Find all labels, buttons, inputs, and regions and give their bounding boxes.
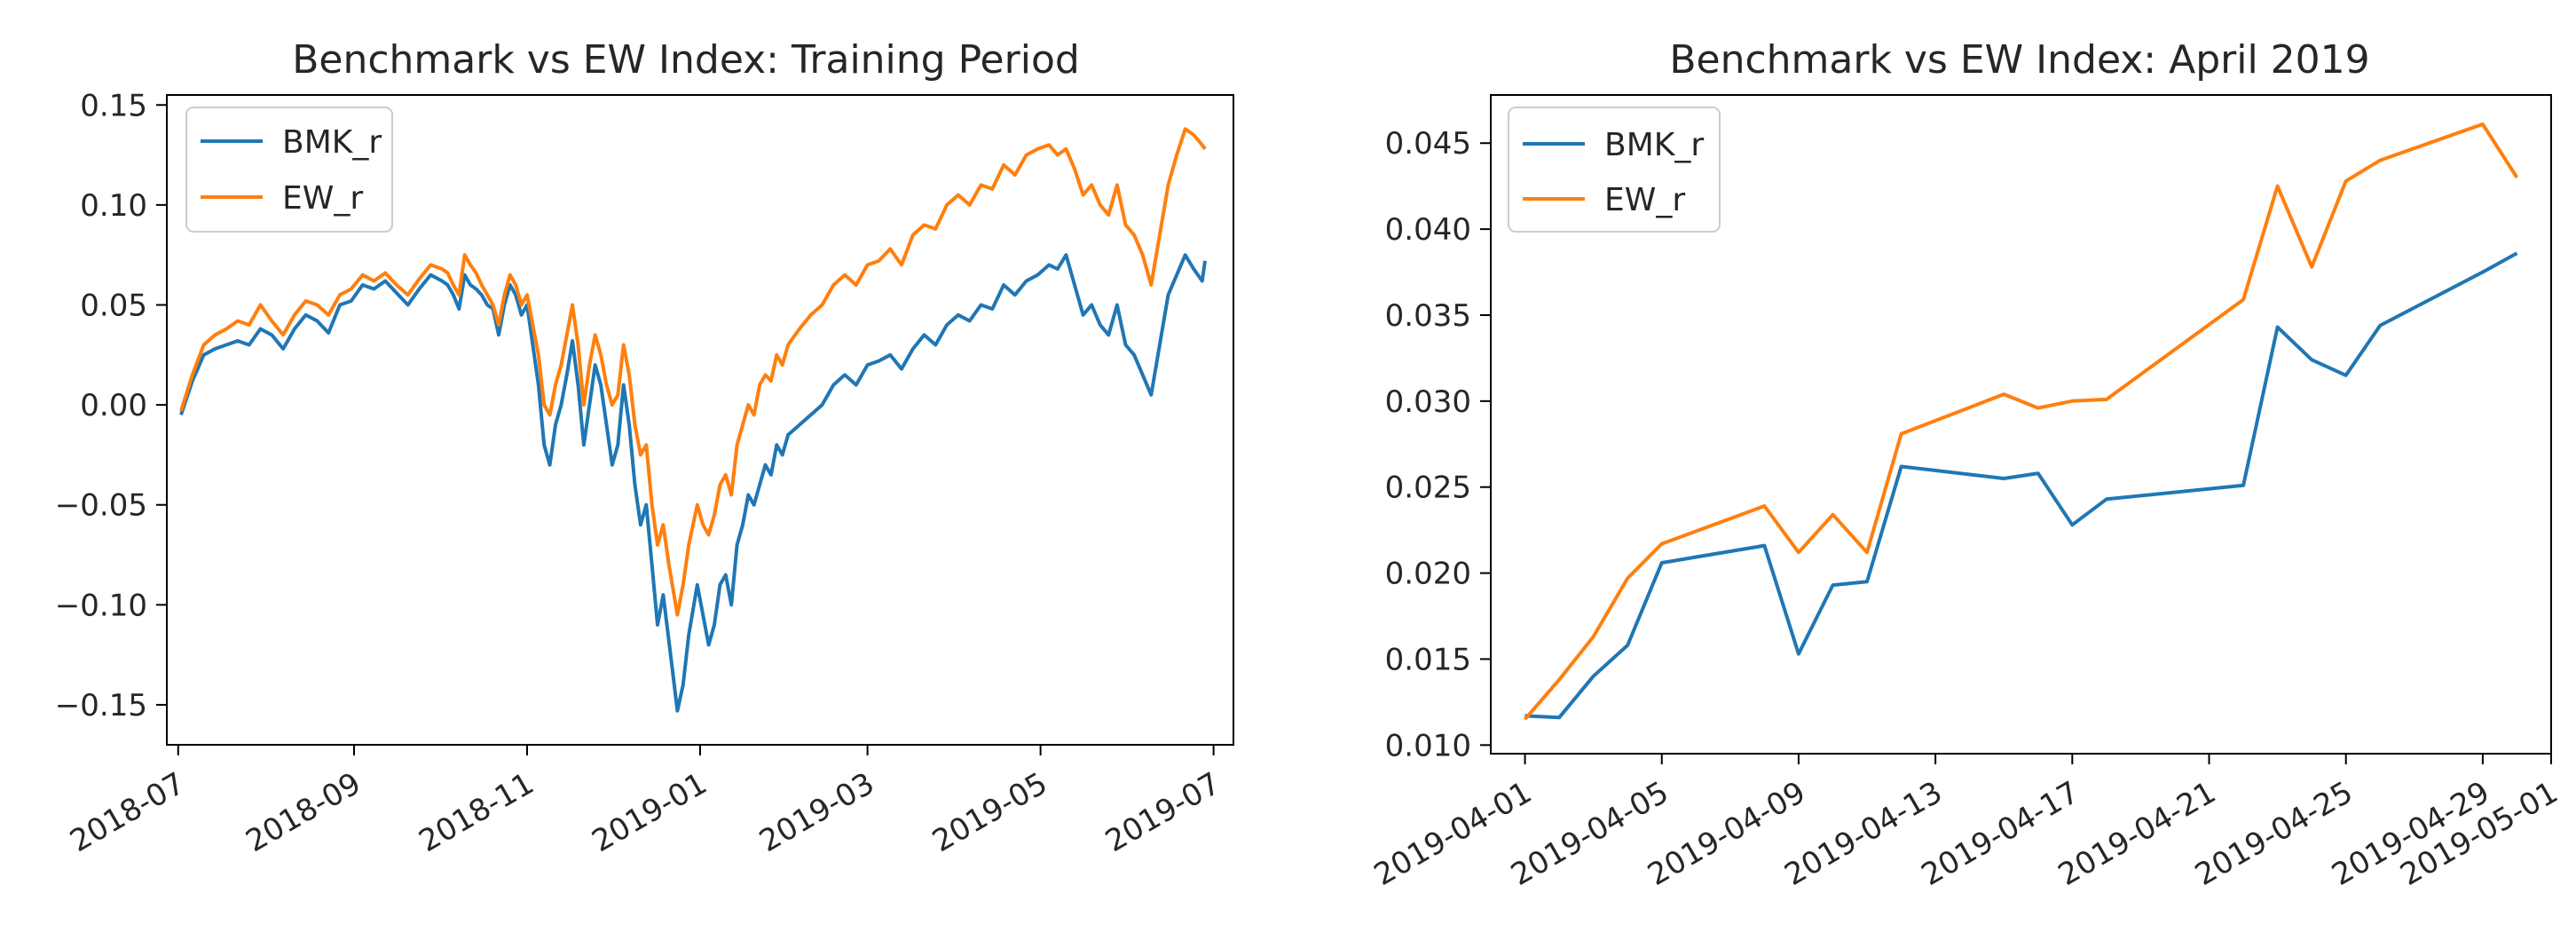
y-tick-label: 0.045 — [1385, 126, 1471, 162]
y-tick-label: 0.05 — [80, 288, 147, 323]
legend-label-ew: EW_r — [1604, 182, 1685, 218]
x-tick-label: 2019-05 — [926, 766, 1053, 860]
y-tick-label: 0.025 — [1385, 470, 1471, 506]
plot-area — [1523, 122, 2519, 721]
chart-title: Benchmark vs EW Index: April 2019 — [1669, 37, 2369, 83]
series-line-bmk-r — [179, 253, 1207, 713]
y-tick-label: 0.020 — [1385, 557, 1471, 592]
x-axis: 2018-07 2018-09 2018-11 2019-01 2019-03 2019-… — [64, 745, 1226, 859]
legend-label-ew: EW_r — [282, 180, 363, 217]
y-tick-label: 0.015 — [1385, 642, 1471, 677]
x-tick-label: 2018-11 — [413, 766, 540, 860]
x-tick-label: 2019-03 — [753, 766, 880, 860]
chart-title: Benchmark vs EW Index: Training Period — [292, 37, 1080, 83]
plot-area — [179, 127, 1207, 713]
x-tick-label: 2018-07 — [64, 766, 191, 860]
axes-frame — [1490, 94, 2552, 755]
y-tick-label: 0.00 — [80, 388, 147, 423]
legend: BMK_r EW_r — [1508, 107, 1721, 233]
legend-frame — [185, 107, 393, 233]
y-tick-label: −0.10 — [55, 588, 147, 623]
y-axis: 0.045 0.040 0.035 0.030 0.025 0.020 0.015 0.010 — [1385, 126, 1491, 763]
y-tick-label: 0.15 — [80, 88, 147, 123]
series-line-bmk-r — [1524, 251, 2518, 720]
y-tick-label: 0.10 — [80, 188, 147, 224]
y-tick-label: 0.040 — [1385, 212, 1471, 248]
legend-label-bmk: BMK_r — [282, 124, 382, 161]
x-axis: 2019-04-012019-04-052019-04-092019-04-13… — [1368, 754, 2564, 893]
x-tick-label: 2019-07 — [1099, 766, 1226, 860]
y-tick-label: 0.035 — [1385, 298, 1471, 334]
y-tick-label: −0.15 — [55, 688, 147, 723]
series-line-ew-r — [179, 127, 1207, 617]
x-tick-label: 2019-01 — [586, 766, 713, 860]
y-axis: 0.15 0.10 0.05 0.00 −0.05 −0.10 −0.15 — [55, 88, 167, 723]
chart-april-2019: Benchmark vs EW Index: April 2019 0.0450… — [1368, 37, 2564, 893]
legend-label-bmk: BMK_r — [1604, 127, 1704, 163]
y-tick-label: −0.05 — [55, 488, 147, 524]
x-tick-label: 2018-09 — [240, 766, 366, 860]
series-line-ew-r — [1523, 122, 2519, 721]
chart-training-period: Benchmark vs EW Index: Training Period 0… — [55, 37, 1234, 859]
y-tick-label: 0.030 — [1385, 384, 1471, 420]
legend: BMK_r EW_r — [185, 107, 393, 233]
y-tick-label: 0.010 — [1385, 728, 1471, 763]
